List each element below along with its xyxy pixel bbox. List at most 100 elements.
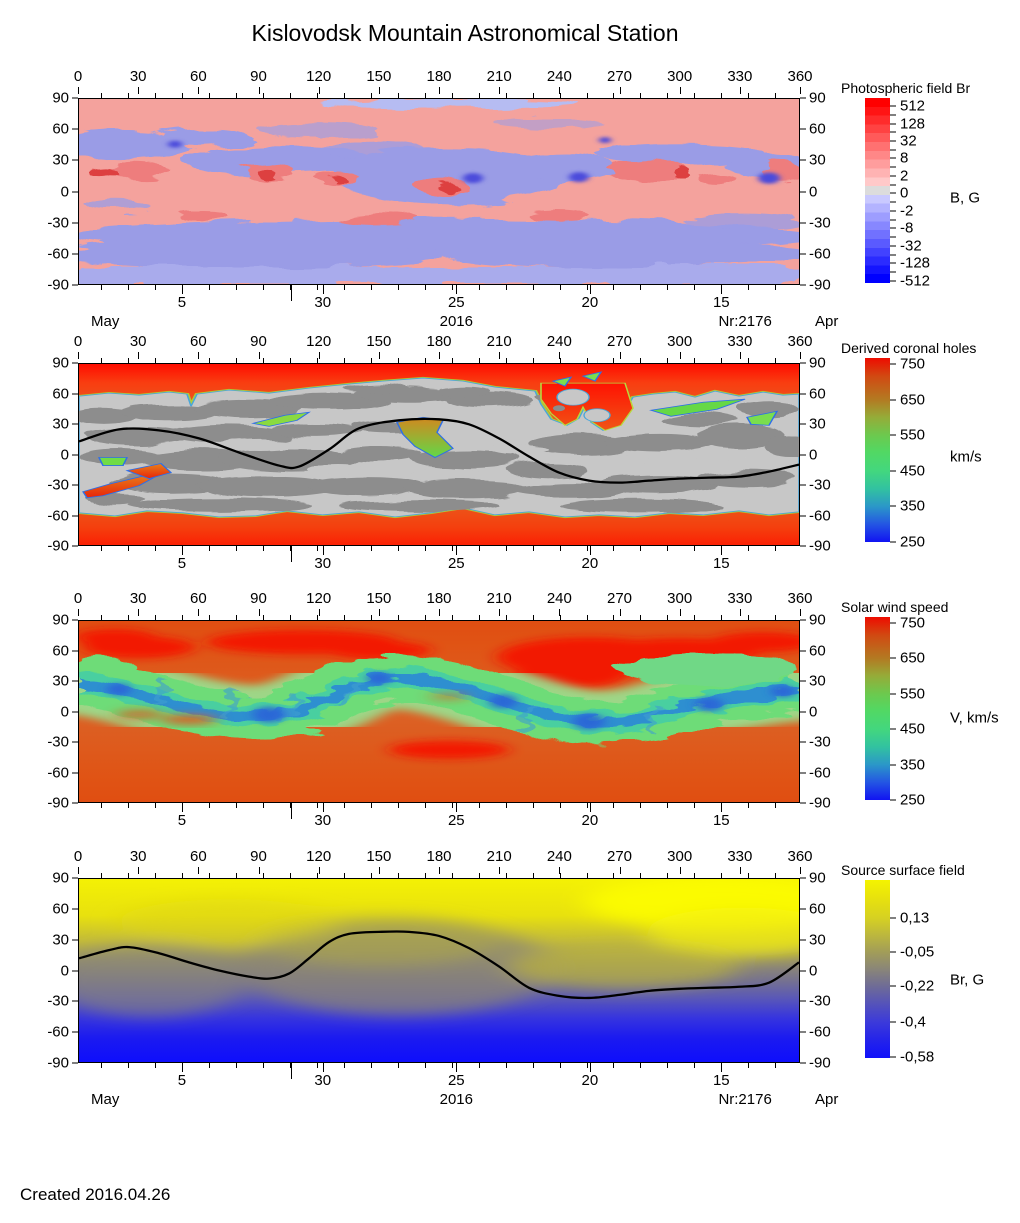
day-tick xyxy=(155,546,157,551)
lon-tick-label: 240 xyxy=(546,590,572,607)
source-surface-map-svg xyxy=(79,879,799,1062)
lon-tick xyxy=(439,352,440,359)
day-tick xyxy=(316,1063,318,1068)
lon-tick-label: 210 xyxy=(486,590,512,607)
lon-tick xyxy=(679,867,681,874)
day-tick xyxy=(775,615,777,620)
lon-tick xyxy=(378,87,380,94)
lon-tick xyxy=(499,352,501,359)
day-tick xyxy=(235,93,237,98)
colorbar-tick xyxy=(890,399,896,401)
day-tick xyxy=(532,1063,534,1068)
colorbar-tick-label: 2 xyxy=(900,167,909,185)
lon-tick-label: 180 xyxy=(426,68,452,85)
lat-tick xyxy=(800,362,806,364)
lat-tick-label: 30 xyxy=(52,415,69,433)
date-tick-label: 5 xyxy=(177,555,187,572)
day-tick xyxy=(775,358,777,363)
day-tick xyxy=(451,615,453,620)
lat-tick xyxy=(72,97,78,99)
day-tick xyxy=(128,546,130,551)
date-tick-label: 25 xyxy=(447,294,465,311)
colorbar-tick-label: -512 xyxy=(900,272,931,290)
day-tick xyxy=(343,93,345,98)
lat-tick-label: 60 xyxy=(52,120,69,138)
lon-tick-label: 240 xyxy=(546,333,572,350)
colorbar-photospheric: Photospheric field Br B, G 512 128 32 8 2 0 -2… xyxy=(841,80,980,289)
lat-tick-label: -90 xyxy=(809,537,831,555)
lat-tick xyxy=(72,222,78,224)
footer-month-left: May xyxy=(90,1091,120,1108)
lat-tick-label: -30 xyxy=(809,992,831,1010)
day-tick xyxy=(128,93,130,98)
day-tick xyxy=(559,93,561,98)
day-tick xyxy=(667,873,669,878)
colorbar-tick xyxy=(890,271,896,273)
lon-tick-label: 330 xyxy=(727,68,753,85)
lat-tick-label: 90 xyxy=(52,354,69,372)
colorbar-tick-label: 450 xyxy=(900,462,926,480)
day-tick xyxy=(640,93,642,98)
lat-tick-label: 60 xyxy=(809,900,826,918)
colorbar-tick xyxy=(890,505,896,507)
lat-tick xyxy=(72,362,78,364)
lat-tick-label: -60 xyxy=(809,507,831,524)
date-tick xyxy=(322,803,324,812)
day-tick xyxy=(289,546,291,551)
day-tick xyxy=(101,1063,103,1068)
lat-tick-label: 90 xyxy=(52,89,69,107)
day-tick xyxy=(775,546,777,551)
lat-tick-label: 30 xyxy=(809,931,826,949)
day-tick xyxy=(101,803,103,808)
lat-tick xyxy=(800,515,806,516)
day-tick xyxy=(235,285,237,290)
day-tick xyxy=(289,285,291,290)
day-tick xyxy=(262,803,264,808)
colorbar-tick xyxy=(890,434,896,436)
day-tick xyxy=(343,358,345,363)
colorbar-tick xyxy=(890,693,896,695)
lat-tick xyxy=(72,284,78,286)
day-tick xyxy=(208,546,210,551)
created-timestamp: Created 2016.04.26 xyxy=(20,1185,171,1204)
colorbar-tick xyxy=(890,728,896,730)
day-tick xyxy=(694,285,696,290)
lat-tick xyxy=(800,191,806,192)
lat-tick-label: -60 xyxy=(809,764,831,781)
day-tick xyxy=(155,873,157,878)
lat-tick-label: 90 xyxy=(809,869,826,887)
day-tick xyxy=(532,358,534,363)
lon-tick xyxy=(318,867,320,874)
colorbar-tick xyxy=(890,166,896,168)
day-tick xyxy=(208,93,210,98)
day-tick xyxy=(586,546,588,551)
day-tick xyxy=(775,873,777,878)
lat-tick xyxy=(800,423,806,425)
day-tick xyxy=(748,615,750,620)
date-tick-label: 15 xyxy=(712,294,730,311)
day-tick xyxy=(101,873,103,878)
colorbar-tick xyxy=(890,985,896,987)
day-tick xyxy=(316,358,318,363)
colorbar-tick-label: -0,4 xyxy=(900,1013,926,1031)
coronal-holes-map-svg xyxy=(79,364,799,545)
month-boundary-tick xyxy=(290,285,292,301)
day-tick xyxy=(235,546,237,551)
day-tick xyxy=(694,546,696,551)
lon-tick xyxy=(439,609,440,616)
lon-tick xyxy=(78,867,79,874)
day-tick xyxy=(235,803,237,808)
lon-tick-label: 150 xyxy=(366,68,392,85)
lon-tick xyxy=(258,87,260,94)
day-tick xyxy=(721,358,723,363)
lat-tick xyxy=(72,1031,78,1033)
colorbar-tick xyxy=(890,280,896,282)
day-tick xyxy=(559,358,561,363)
colorbar-unit: km/s xyxy=(950,448,982,466)
colorbar-tick-label: 350 xyxy=(900,756,926,774)
lon-tick-label: 0 xyxy=(73,590,83,607)
colorbar-tick xyxy=(890,184,896,186)
colorbar-tick xyxy=(890,622,896,624)
day-tick xyxy=(182,615,183,620)
lon-tick-label: 0 xyxy=(73,848,83,865)
